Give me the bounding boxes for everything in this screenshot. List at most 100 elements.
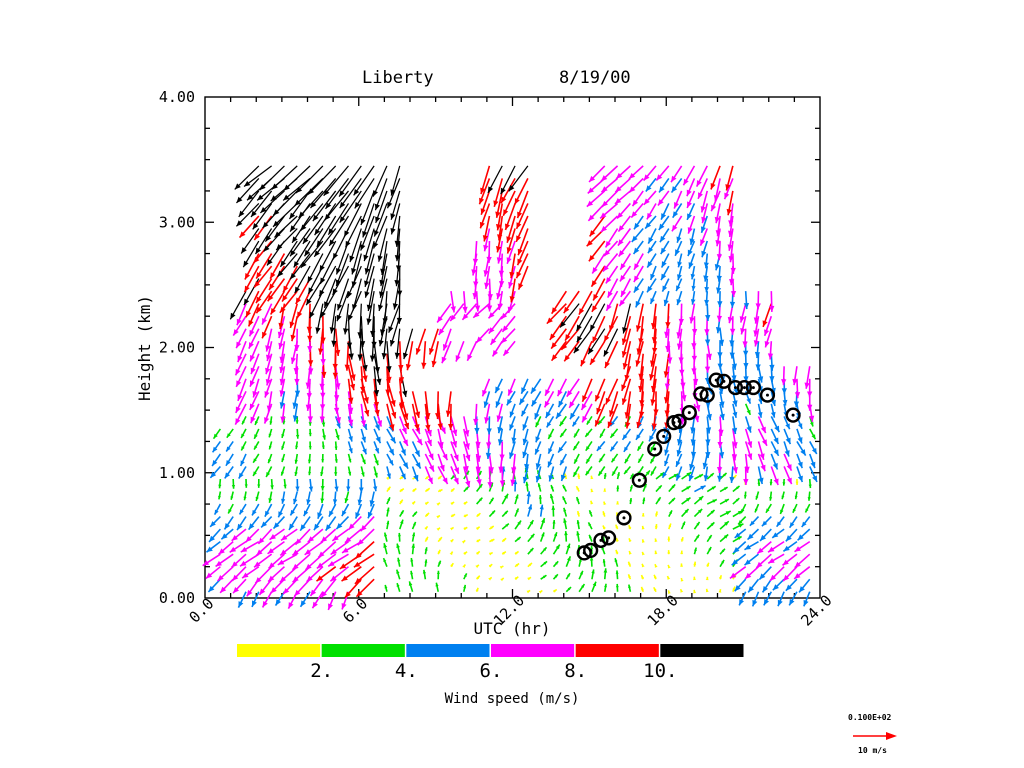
wind-vector-head	[517, 258, 523, 266]
wind-vector-head	[218, 495, 221, 500]
wind-vector-head	[402, 352, 409, 360]
wind-vector-head	[698, 192, 703, 199]
wind-vector-head	[362, 375, 368, 382]
wind-vector-head	[519, 398, 525, 405]
wind-vector-head	[267, 259, 273, 266]
wind-vector-head	[329, 327, 335, 334]
wind-vector-head	[483, 244, 489, 252]
wind-vector-head	[758, 398, 763, 405]
wind-vector-field	[202, 165, 818, 611]
wind-vector-head	[212, 459, 218, 467]
wind-vector-head	[360, 244, 366, 251]
wind-vector-head	[373, 190, 378, 197]
wind-vector-head	[517, 211, 523, 219]
wind-vector-head	[746, 426, 752, 433]
wind-vector	[298, 190, 324, 219]
wind-vector-head	[320, 392, 326, 399]
wind-vector-head	[294, 459, 298, 464]
wind-vector-head	[657, 497, 661, 501]
wind-vector-head	[585, 446, 590, 451]
wind-vector-head	[645, 222, 652, 229]
wind-vector-head	[400, 510, 404, 514]
wind-vector-head	[281, 434, 285, 438]
wind-vector-head	[610, 446, 615, 452]
wind-vector-head	[628, 584, 631, 589]
wind-vector-head	[497, 426, 503, 434]
wind-vector-head	[238, 210, 245, 217]
wind-vector-head	[503, 209, 509, 216]
wind-vector-head	[654, 538, 658, 542]
wind-vector-head	[294, 345, 300, 352]
wind-vector-head	[243, 298, 250, 306]
wind-vector-head	[702, 462, 708, 470]
wind-vector-head	[475, 466, 481, 473]
wind-vector-head	[450, 306, 456, 313]
wind-vector-head	[231, 534, 238, 541]
wind-vector-head	[349, 255, 355, 263]
wind-vector-head	[550, 493, 554, 499]
wind-vector-head	[239, 231, 246, 238]
wind-vector-head	[620, 263, 626, 270]
wind-vector-head	[667, 357, 673, 364]
wind-vector-head	[633, 275, 640, 283]
wind-vector-head	[651, 423, 657, 430]
wind-vector-head	[463, 573, 467, 577]
wind-vector-head	[585, 432, 590, 437]
wind-vector	[312, 190, 337, 222]
wind-vector-head	[615, 570, 619, 574]
wind-vector-head	[353, 561, 361, 568]
wind-vector-head	[282, 420, 286, 425]
wind-vector-head	[667, 536, 671, 540]
wind-vector-head	[569, 401, 575, 408]
wind-vector-head	[667, 590, 671, 594]
wind-vector-head	[749, 520, 755, 526]
wind-vector-head	[226, 433, 231, 438]
wind-vector-head	[743, 362, 749, 369]
wind-vector-head	[438, 441, 444, 449]
wind-vector-head	[279, 306, 286, 313]
wind-vector-head	[546, 422, 552, 428]
wind-vector-head	[521, 410, 527, 417]
wind-vector-head	[509, 411, 515, 418]
wind-vector-head	[281, 471, 285, 476]
wind-vector-head	[535, 448, 540, 455]
wind-vector-head	[349, 383, 356, 391]
wind-vector-head	[346, 342, 353, 349]
wind-vector-head	[498, 270, 505, 277]
wind-vector-head	[296, 186, 303, 194]
wind-vector-head	[361, 436, 366, 443]
wind-vector-head	[693, 547, 697, 552]
wind-vector-head	[671, 224, 678, 232]
wind-vector-head	[801, 521, 807, 528]
wind-vector-head	[427, 477, 433, 484]
wind-vector-head	[624, 374, 630, 382]
wind-vector-head	[780, 509, 784, 515]
wind-vector-head	[621, 338, 627, 345]
wind-vector-head	[307, 335, 313, 342]
wind-vector-head	[697, 508, 703, 514]
wind-vector-head	[319, 289, 325, 297]
wind-vector-head	[704, 299, 710, 306]
wind-vector-head	[502, 538, 507, 542]
wind-vector-head	[517, 520, 522, 525]
wind-vector-head	[680, 563, 684, 567]
wind-vector-head	[527, 504, 533, 510]
wind-vector-head	[438, 537, 442, 541]
wind-vector-head	[564, 354, 570, 362]
wind-vector-head	[522, 424, 528, 431]
wind-vector-head	[617, 212, 624, 219]
wind-vector-head	[592, 336, 598, 343]
wind-vector-head	[725, 184, 731, 191]
wind-vector-head	[253, 256, 260, 264]
wind-vector-head	[370, 330, 376, 337]
wind-vector-head	[714, 263, 720, 271]
wind-vector-head	[716, 254, 723, 261]
wind-vector-head	[755, 496, 759, 500]
wind-vector-head	[488, 327, 495, 334]
wind-vector-head	[664, 410, 670, 417]
wind-vector-head	[705, 401, 711, 408]
wind-vector-head	[442, 344, 448, 351]
wind-vector-head	[570, 412, 576, 420]
wind-vector-head	[733, 546, 740, 553]
wind-vector-head	[240, 460, 245, 466]
